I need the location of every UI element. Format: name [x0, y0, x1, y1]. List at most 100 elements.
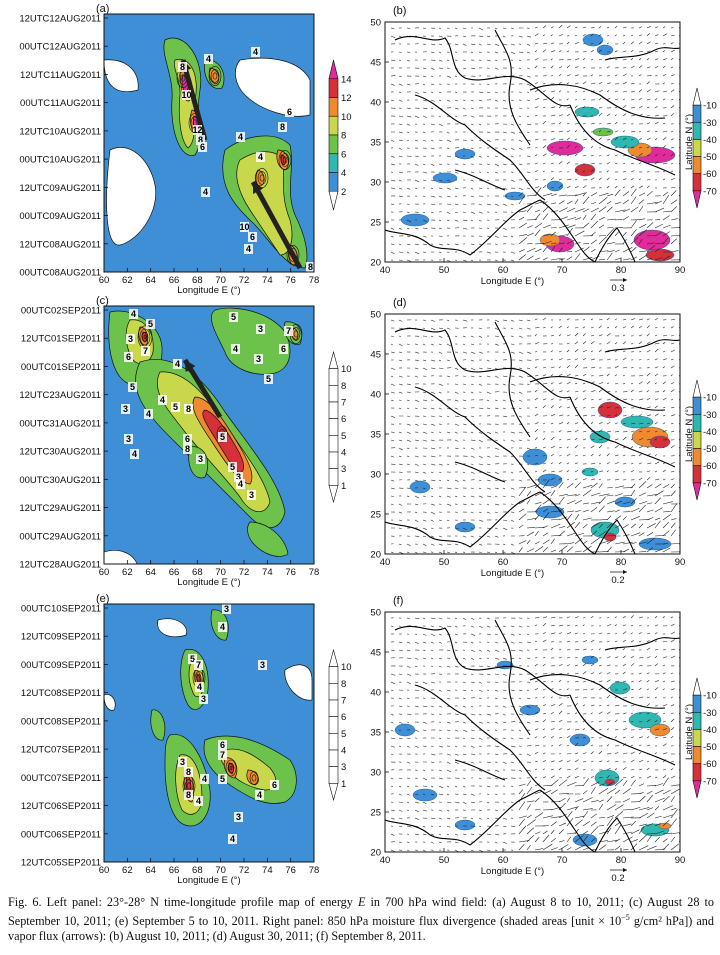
vapor-flux-vector: [438, 335, 443, 338]
vapor-flux-vector: [598, 107, 603, 109]
vapor-flux-vector: [518, 769, 523, 772]
vapor-flux-vector: [654, 712, 659, 715]
vapor-flux-vector: [390, 155, 395, 158]
vapor-flux-vector: [614, 479, 619, 481]
vapor-flux-vector: [494, 75, 498, 77]
x-tick-label: 50: [439, 855, 450, 866]
vapor-flux-vector: [654, 454, 657, 457]
vapor-flux-vector: [550, 462, 554, 465]
vapor-flux-vector: [470, 195, 474, 198]
vapor-flux-vector: [638, 826, 645, 835]
vapor-flux-vector: [558, 689, 562, 691]
vapor-flux-vector: [478, 59, 482, 61]
contour-label-bg: [285, 107, 294, 117]
vapor-flux-vector: [606, 206, 613, 213]
vapor-flux-vector: [654, 789, 664, 795]
vapor-flux-vector: [462, 211, 466, 213]
vapor-flux-vector: [438, 495, 442, 498]
contour-label: 3: [201, 694, 206, 704]
vapor-flux-vector: [398, 319, 403, 322]
vapor-flux-vector: [478, 99, 483, 102]
vapor-flux-vector: [606, 827, 612, 835]
vapor-flux-vector: [622, 721, 627, 723]
vapor-flux-vector: [566, 194, 578, 197]
colorbar-label: 6: [341, 712, 346, 723]
vapor-flux-vector: [454, 625, 458, 628]
vapor-flux-vector: [534, 514, 540, 521]
vapor-flux-vector: [606, 500, 615, 505]
vapor-flux-vector: [502, 351, 505, 353]
vapor-flux-vector: [654, 783, 664, 787]
vapor-flux-vector: [462, 423, 467, 425]
vapor-flux-vector: [638, 445, 644, 449]
colorbar-label: -40: [703, 427, 717, 438]
vapor-flux-vector: [622, 655, 626, 659]
vapor-flux-vector: [390, 729, 394, 732]
vapor-flux-vector: [574, 349, 579, 353]
vapor-flux-vector: [446, 817, 451, 820]
colorbar-label: -10: [703, 691, 717, 702]
vapor-flux-vector: [542, 843, 553, 851]
vapor-flux-vector: [398, 641, 403, 644]
vapor-flux-vector: [462, 147, 466, 150]
vapor-flux-vector: [454, 107, 459, 110]
vapor-flux-vector: [454, 447, 459, 449]
vapor-flux-vector: [662, 521, 670, 529]
vapor-flux-vector: [630, 438, 634, 441]
vapor-flux-vector: [518, 789, 524, 795]
contour-label-bg: [218, 622, 227, 632]
map-boundary: [394, 625, 571, 697]
vapor-flux-vector: [622, 199, 630, 205]
vapor-flux-vector: [422, 327, 426, 329]
vapor-flux-vector: [566, 185, 571, 189]
vapor-flux-vector: [478, 681, 483, 684]
contour-label-bg: [234, 812, 243, 822]
vapor-flux-vector: [406, 713, 412, 715]
arrow-head: [253, 182, 264, 194]
vapor-flux-vector: [630, 751, 635, 755]
vapor-flux-vector: [654, 160, 659, 165]
vapor-flux-vector: [598, 130, 602, 133]
vapor-flux-vector: [566, 130, 571, 133]
vapor-flux-vector: [622, 26, 627, 29]
map-boundary: [604, 637, 680, 651]
vapor-flux-vector: [494, 665, 498, 668]
vapor-flux-vector: [550, 436, 555, 441]
vapor-flux-vector: [638, 462, 642, 465]
contour-label-bg: [228, 462, 237, 472]
contour-label-bg: [183, 434, 192, 444]
vapor-flux-vector: [542, 479, 550, 489]
contour-label: 12: [192, 125, 202, 135]
vapor-flux-vector: [438, 543, 443, 546]
vapor-flux-vector: [542, 776, 547, 779]
vapor-flux-vector: [414, 551, 418, 554]
vapor-flux-vector: [462, 59, 466, 61]
panel-label: (d): [393, 297, 406, 309]
contour-label-bg: [236, 132, 245, 142]
vapor-flux-vector: [510, 203, 514, 206]
vapor-flux-vector: [414, 463, 419, 466]
vapor-flux-vector: [502, 697, 507, 700]
vapor-flux-vector: [622, 406, 626, 409]
map-boundary: [604, 47, 680, 61]
vapor-flux-vector: [478, 689, 483, 692]
vapor-flux-vector: [614, 189, 621, 197]
vapor-flux-vector: [630, 759, 635, 763]
vapor-flux-vector: [526, 139, 531, 142]
vapor-flux-vector: [390, 479, 395, 482]
vapor-flux-vector: [638, 238, 643, 245]
vapor-flux-vector: [502, 163, 507, 166]
vapor-flux-vector: [462, 203, 467, 205]
vapor-flux-vector: [558, 234, 568, 237]
vapor-flux-vector: [558, 334, 562, 337]
vapor-flux-vector: [622, 454, 626, 457]
vapor-flux-vector: [590, 249, 596, 253]
vapor-flux-vector: [646, 502, 653, 505]
vapor-flux-vector: [630, 65, 635, 69]
vapor-flux-vector: [574, 445, 579, 449]
vapor-flux-vector: [574, 375, 579, 377]
vapor-flux-vector: [582, 752, 587, 755]
vapor-flux-vector: [574, 521, 581, 529]
vapor-flux-vector: [670, 529, 676, 537]
vapor-flux-vector: [534, 389, 538, 393]
